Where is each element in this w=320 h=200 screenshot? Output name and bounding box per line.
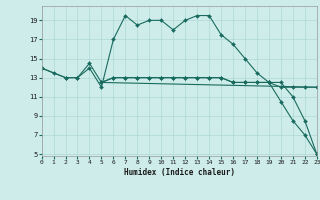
X-axis label: Humidex (Indice chaleur): Humidex (Indice chaleur): [124, 168, 235, 177]
